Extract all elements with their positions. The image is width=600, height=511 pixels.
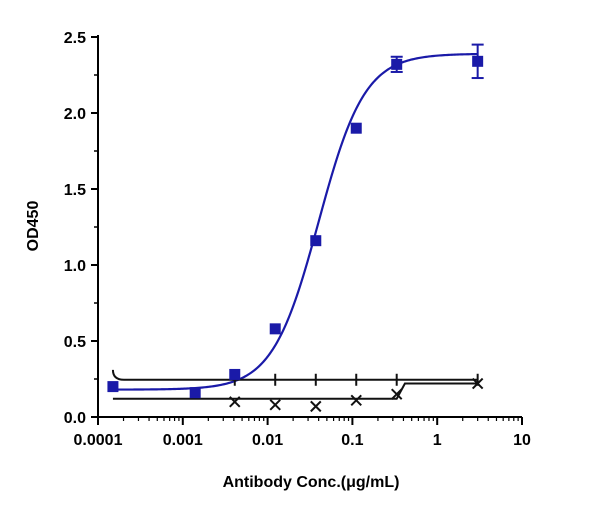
data-marks bbox=[107, 43, 484, 413]
antibody-point bbox=[189, 387, 201, 399]
y-tick-label: 2.0 bbox=[64, 106, 86, 123]
y-tick-label: 1.5 bbox=[64, 182, 86, 199]
y-tick-label: 0.5 bbox=[64, 334, 86, 351]
antibody-point bbox=[391, 58, 403, 70]
y-tick-label: 0.0 bbox=[64, 410, 86, 427]
control-point bbox=[229, 396, 241, 408]
antibody-point bbox=[269, 323, 281, 335]
antibody-point bbox=[107, 381, 119, 393]
y-tick-label: 1.0 bbox=[64, 258, 86, 275]
axes: 0.0 0.5 1.0 1.5 2.0 2.5 0.0001 0.001 0.01 0.1 1 10 bbox=[64, 30, 531, 449]
control-point bbox=[310, 400, 322, 413]
control-fit-curve-lower bbox=[112, 382, 478, 400]
antibody-point bbox=[350, 122, 362, 134]
control-point bbox=[269, 399, 281, 411]
antibody-fit-curve bbox=[112, 52, 478, 391]
control-point bbox=[390, 388, 403, 400]
x-tick-label: 0.01 bbox=[252, 432, 283, 449]
control-point bbox=[350, 394, 362, 406]
x-tick-label: 0.001 bbox=[163, 432, 203, 449]
x-tick-label: 10 bbox=[513, 432, 531, 449]
x-axis-label: Antibody Conc.(μg/mL) bbox=[223, 474, 400, 491]
antibody-point bbox=[229, 368, 241, 380]
x-tick-label: 1 bbox=[433, 432, 442, 449]
fit-curves bbox=[111, 52, 479, 400]
y-tick-label: 2.5 bbox=[64, 30, 86, 47]
control-point bbox=[471, 377, 484, 390]
y-axis-label: OD450 bbox=[25, 201, 42, 252]
antibody-point bbox=[310, 235, 322, 247]
antibody-point bbox=[472, 55, 484, 67]
control-fit-curve-upper bbox=[111, 369, 478, 381]
x-tick-label: 0.1 bbox=[341, 432, 363, 449]
x-tick-label: 0.0001 bbox=[74, 432, 123, 449]
